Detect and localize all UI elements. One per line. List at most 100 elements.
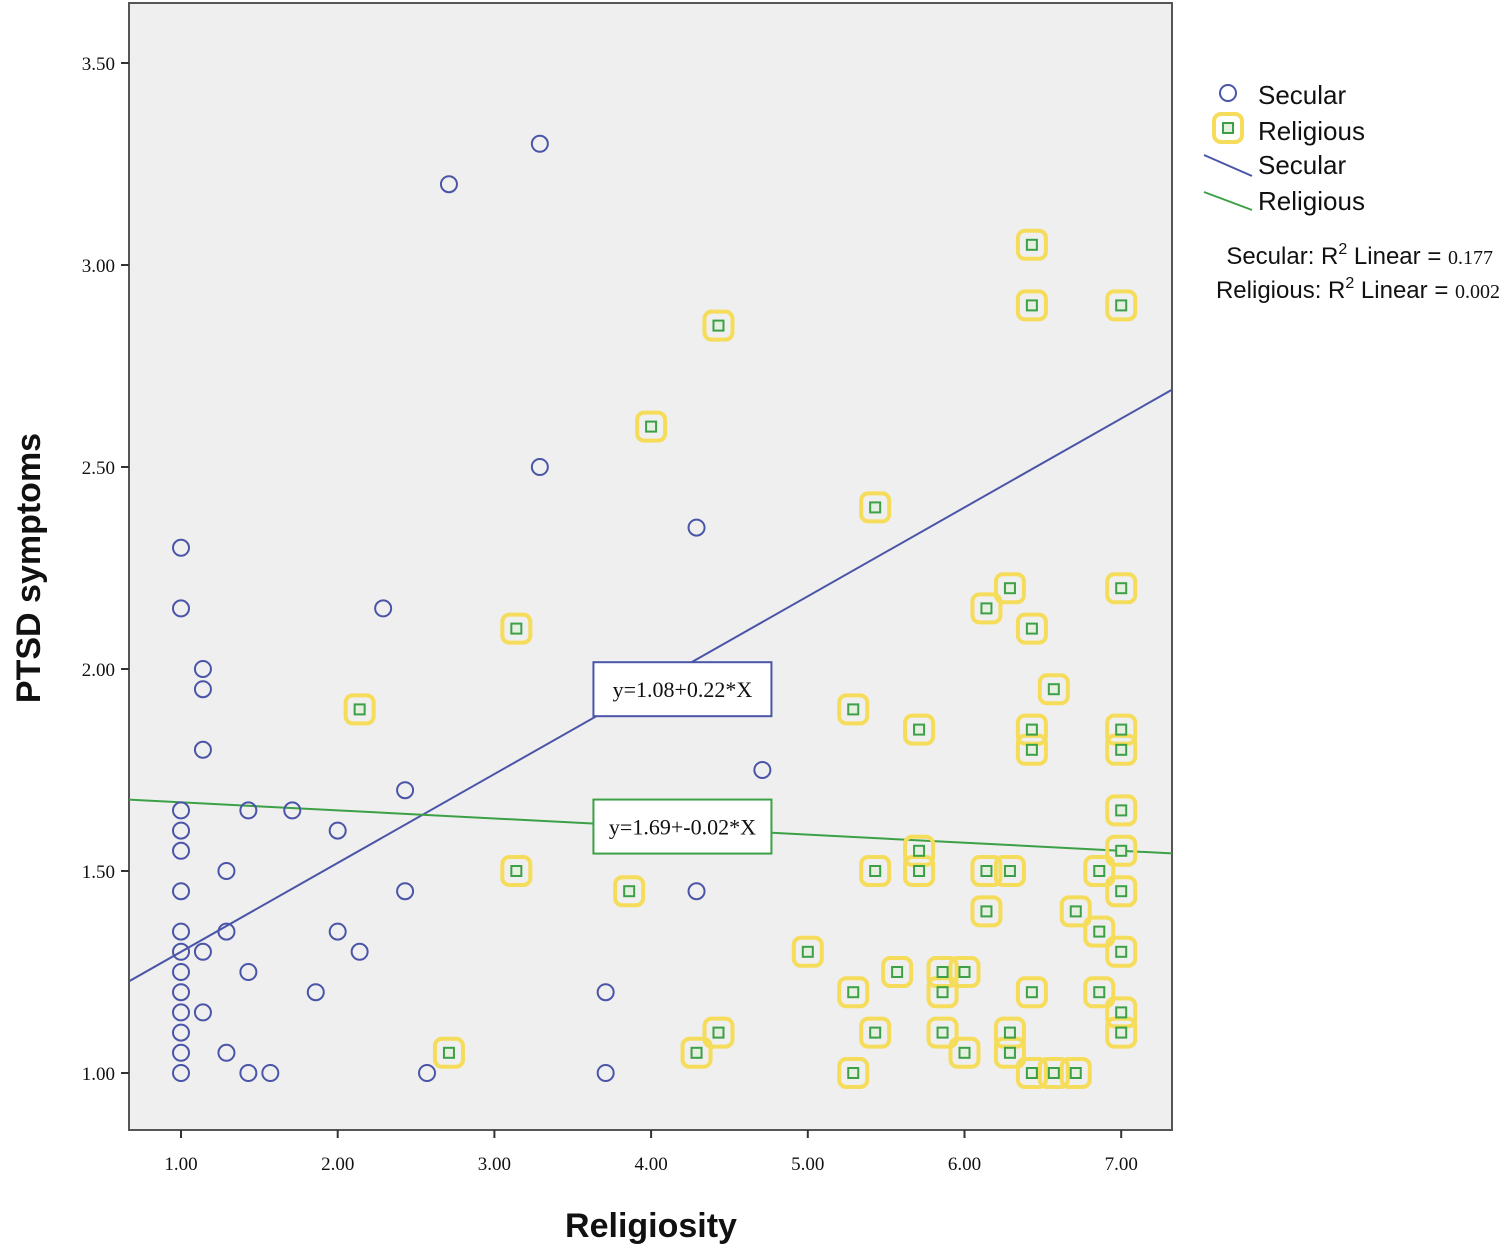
religious-point: [913, 844, 926, 857]
r2-religious-mid: Linear =: [1354, 277, 1455, 304]
religious-point: [1069, 905, 1082, 918]
religious-point: [1115, 844, 1128, 857]
y-axis-label: PTSD symptoms: [10, 433, 48, 703]
secular-point: [596, 1064, 615, 1082]
x-tick-label: 3.00: [478, 1154, 511, 1175]
secular-point: [172, 599, 190, 618]
x-tick-label: 1.00: [164, 1154, 197, 1175]
religious-point-halo: [1015, 713, 1048, 746]
religious-point: [980, 602, 993, 615]
religious-point-halo: [1105, 875, 1138, 908]
x-tick-label: 2.00: [321, 1154, 354, 1175]
religious-point: [847, 1067, 860, 1079]
religious-point-halo: [1015, 976, 1048, 1009]
religious-point-halo: [970, 592, 1003, 625]
secular-point: [217, 922, 236, 941]
y-tick-label: 1.00: [82, 1064, 115, 1085]
religious-point: [623, 885, 636, 898]
legend-religious-halo: [1212, 112, 1244, 144]
secular-point: [350, 942, 369, 961]
religious-point: [712, 1026, 725, 1039]
religious-point: [980, 905, 993, 918]
religious-point: [958, 966, 971, 978]
religious-point-halo: [635, 410, 668, 443]
religious-point-halo: [1083, 976, 1116, 1009]
legend-secular-marker-label: Secular: [1258, 80, 1346, 110]
religious-point: [1115, 299, 1128, 312]
y-tick-label: 2.50: [82, 458, 115, 479]
r2-secular-sup: 2: [1338, 241, 1347, 258]
religious-point-halo: [1105, 572, 1138, 605]
religious-point-halo: [1083, 915, 1116, 948]
religious-point: [712, 319, 725, 332]
religious-point: [801, 945, 814, 958]
legend-secular-line: [1203, 154, 1253, 177]
legend-secular-line-label: Secular: [1258, 150, 1346, 180]
r2-secular-prefix: Secular: R: [1226, 243, 1338, 270]
legend-religious-line: [1203, 191, 1253, 211]
religious-point-halo: [993, 1036, 1026, 1069]
religious-point: [1003, 582, 1016, 595]
religious-point: [869, 865, 882, 877]
religious-point: [1115, 885, 1128, 898]
religious-point: [1115, 804, 1128, 817]
secular-point: [239, 963, 258, 981]
legend: Secular Religious Secular Religious: [1203, 80, 1365, 216]
secular-point: [396, 781, 415, 800]
equation-box-secular: [592, 661, 773, 718]
secular-point: [328, 821, 347, 840]
equation-label-secular: y=1.08+0.22*X: [613, 677, 753, 702]
religious-point-halo: [1105, 996, 1138, 1029]
religious-point-halo: [1083, 855, 1116, 887]
religious-point-halo: [859, 855, 892, 887]
religious-point: [1069, 1067, 1082, 1079]
religious-point-halo: [1015, 228, 1048, 261]
religious-point: [1025, 986, 1038, 999]
religious-point-halo: [903, 713, 936, 746]
secular-point: [753, 761, 772, 779]
religious-point: [1003, 865, 1016, 877]
religious-point-halo: [1105, 713, 1138, 746]
r2-religious-sup: 2: [1345, 275, 1354, 292]
religious-point-halo: [1105, 794, 1138, 827]
r2-religious: Religious: R2 Linear = 0.002: [1216, 275, 1500, 304]
religious-point-halo: [702, 1016, 735, 1049]
religious-point-halo: [837, 976, 870, 1009]
secular-point: [172, 942, 190, 961]
secular-point: [239, 1064, 258, 1082]
y-tick-label: 3.00: [82, 256, 115, 277]
secular-point: [172, 1064, 190, 1082]
secular-point: [596, 983, 615, 1002]
secular-point: [172, 821, 190, 840]
religious-point-halo: [993, 572, 1026, 605]
religious-point-halo: [1105, 1016, 1138, 1049]
religious-point-halo: [702, 309, 735, 342]
religious-point-halo: [926, 1016, 959, 1049]
secular-point: [374, 599, 393, 618]
y-tick-label: 1.50: [82, 862, 115, 883]
secular-point: [172, 963, 190, 981]
equation-box-religious: [592, 798, 773, 855]
religious-point: [1115, 582, 1128, 595]
secular-point: [193, 1003, 212, 1022]
religious-point-halo: [926, 976, 959, 1009]
secular-point: [687, 882, 706, 901]
equation-labels: y=1.08+0.22*X y=1.69+-0.02*X: [592, 661, 773, 855]
religious-point-halo: [859, 1016, 892, 1049]
religious-point: [936, 986, 949, 999]
religious-point-halo: [903, 855, 936, 887]
religious-point: [913, 723, 926, 736]
religious-point-halo: [881, 956, 914, 988]
religious-point: [442, 1046, 455, 1059]
religious-point: [936, 966, 949, 978]
religious-point: [1025, 723, 1038, 736]
religious-point: [847, 986, 860, 999]
religious-squares: [353, 238, 1128, 1079]
r2-secular: Secular: R2 Linear = 0.177: [1226, 241, 1493, 270]
religious-point: [1115, 945, 1128, 958]
secular-point: [193, 942, 212, 961]
legend-religious-line-label: Religious: [1258, 186, 1365, 216]
religious-point: [1115, 1026, 1128, 1039]
religious-point: [847, 703, 860, 716]
y-tick-label: 3.50: [82, 54, 115, 75]
